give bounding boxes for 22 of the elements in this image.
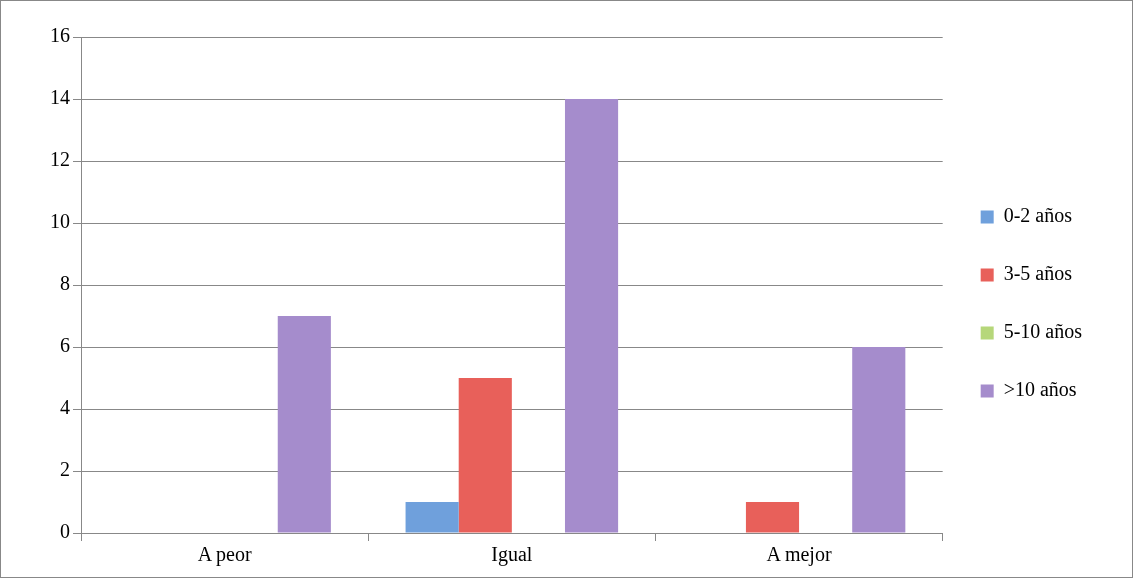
x-tick-label: A peor [197, 543, 252, 567]
bar [277, 316, 331, 533]
y-tick-label: 4 [60, 396, 70, 419]
bar [405, 502, 459, 533]
x-tick-label: Igual [491, 543, 533, 567]
legend-label: 3-5 años [1003, 262, 1073, 285]
bar [564, 99, 619, 533]
y-tick-label: 14 [50, 86, 70, 109]
y-tick-label: 12 [50, 148, 70, 171]
bar [458, 378, 512, 533]
y-tick-label: 10 [50, 210, 70, 233]
bar [745, 502, 800, 533]
y-tick-label: 2 [60, 458, 70, 481]
legend-label: 5-10 años [1003, 320, 1083, 343]
y-tick-label: 8 [60, 272, 70, 295]
bar [852, 347, 906, 533]
y-tick-label: 0 [60, 520, 70, 543]
legend-label: 0-2 años [1003, 204, 1073, 227]
x-tick-label: A mejor [766, 543, 832, 567]
legend-label: >10 años [1003, 378, 1077, 401]
y-tick-label: 16 [50, 24, 70, 47]
y-tick-label: 6 [60, 334, 70, 357]
